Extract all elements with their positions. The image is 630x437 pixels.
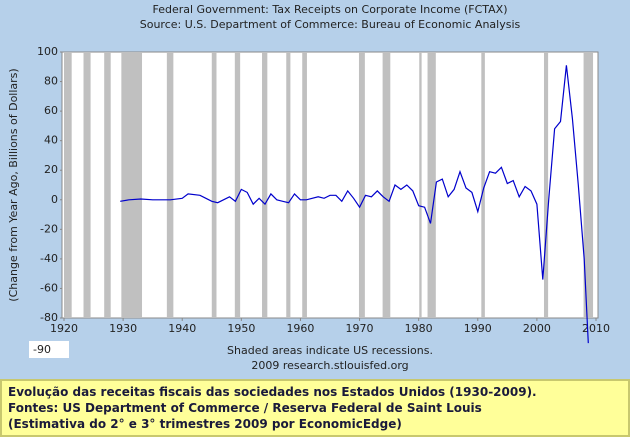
recession-band [121, 52, 143, 318]
x-tick-label: 1990 [464, 322, 492, 335]
recession-band [166, 52, 174, 318]
y-tick-label: 40 [44, 134, 58, 147]
y-tick-label: -40 [40, 252, 58, 265]
chart: Federal Government: Tax Receipts on Corp… [7, 3, 610, 372]
chart-subtitle: Source: U.S. Department of Commerce: Bur… [140, 18, 521, 31]
recession-band [286, 52, 291, 318]
chart-panel: Federal Government: Tax Receipts on Corp… [0, 0, 630, 379]
recession-band [358, 52, 365, 318]
recession-band [83, 52, 91, 318]
caption-line: (Estimativa do 2° e 3° trimestres 2009 p… [8, 417, 402, 431]
recession-band [382, 52, 391, 318]
recession-band [64, 52, 72, 318]
x-tick-label: 2010 [582, 322, 610, 335]
y-tick-label: 80 [44, 75, 58, 88]
chart-title: Federal Government: Tax Receipts on Corp… [153, 3, 508, 16]
recession-band [234, 52, 241, 318]
recession-note: Shaded areas indicate US recessions. [227, 344, 433, 357]
recession-band [419, 52, 422, 318]
x-tick-label: 1970 [346, 322, 374, 335]
recession-band [262, 52, 268, 318]
x-tick-label: 2000 [523, 322, 551, 335]
x-tick-label: 1980 [405, 322, 433, 335]
annotation-box [29, 341, 69, 358]
recession-band [302, 52, 307, 318]
recession-band [427, 52, 436, 318]
recession-band [104, 52, 111, 318]
recession-band [583, 52, 594, 318]
y-tick-label: -80 [40, 311, 58, 324]
y-tick-label: -60 [40, 281, 58, 294]
y-tick-label: 100 [37, 45, 58, 58]
x-tick-label: 1930 [109, 322, 137, 335]
data-line [120, 65, 589, 344]
recession-band [481, 52, 485, 318]
caption-box: Evolução das receitas fiscais das socied… [0, 379, 630, 437]
recession-band [211, 52, 217, 318]
x-tick-label: 1960 [286, 322, 314, 335]
recession-band [543, 52, 549, 318]
caption-line: Fontes: US Department of Commerce / Rese… [8, 401, 482, 415]
y-tick-label: 60 [44, 104, 58, 117]
annotation: -90 [33, 343, 51, 356]
y-axis-label: (Change from Year Ago, Billions of Dolla… [7, 68, 20, 301]
y-tick-label: -20 [40, 222, 58, 235]
plot-area [61, 51, 599, 319]
x-tick-label: 1950 [227, 322, 255, 335]
y-tick-label: 20 [44, 163, 58, 176]
x-tick-label: 1940 [168, 322, 196, 335]
caption-line: Evolução das receitas fiscais das socied… [8, 385, 537, 399]
source-note: 2009 research.stlouisfed.org [251, 359, 408, 372]
y-tick-label: 0 [51, 193, 58, 206]
x-tick-label: 1920 [50, 322, 78, 335]
